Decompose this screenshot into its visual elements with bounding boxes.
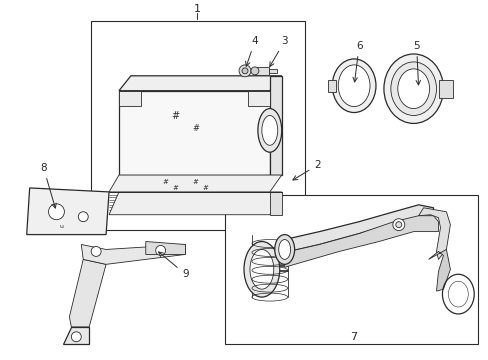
Circle shape [78,212,88,222]
Polygon shape [427,249,449,291]
Bar [91,21,304,230]
Circle shape [91,247,101,256]
Bar [268,69,276,73]
Text: 3: 3 [269,36,287,67]
Circle shape [242,68,247,74]
Ellipse shape [338,65,369,107]
Text: 6: 6 [352,41,362,82]
Text: #: # [172,185,178,191]
Text: 9: 9 [158,252,188,279]
Circle shape [392,219,404,231]
Text: 4: 4 [245,36,258,66]
Polygon shape [247,91,269,105]
Text: #: # [171,111,179,121]
Polygon shape [284,205,433,252]
Text: 2: 2 [292,160,320,180]
Bar [254,67,268,75]
Text: #: # [202,185,208,191]
Circle shape [48,204,64,220]
Text: #: # [191,124,199,133]
Ellipse shape [257,109,281,152]
Ellipse shape [274,235,294,264]
Ellipse shape [390,62,436,116]
Circle shape [239,65,250,77]
Circle shape [155,246,165,255]
Ellipse shape [250,67,258,75]
Polygon shape [81,244,185,264]
Ellipse shape [262,116,277,145]
Text: #: # [192,179,198,185]
Circle shape [71,332,81,342]
Polygon shape [119,91,269,175]
Polygon shape [269,192,281,215]
Polygon shape [63,327,89,344]
Polygon shape [119,76,281,91]
Polygon shape [109,192,281,215]
Polygon shape [418,208,449,260]
Polygon shape [119,91,141,105]
Polygon shape [145,242,185,255]
Bar [439,80,452,98]
Text: u: u [60,224,63,229]
Ellipse shape [447,281,468,307]
Polygon shape [269,76,281,175]
Ellipse shape [332,59,375,113]
Polygon shape [27,188,109,235]
Ellipse shape [249,249,273,289]
Text: 1: 1 [193,4,201,14]
Polygon shape [284,216,438,267]
Bar [327,80,336,92]
Text: 7: 7 [350,332,357,342]
Polygon shape [69,260,106,327]
Text: 5: 5 [412,41,420,85]
Polygon shape [109,175,281,192]
Circle shape [395,222,401,228]
Bar [224,195,477,344]
Ellipse shape [278,239,290,260]
Ellipse shape [397,69,428,109]
Text: 8: 8 [40,163,56,208]
Ellipse shape [244,242,279,297]
Text: #: # [163,179,168,185]
Ellipse shape [383,54,443,123]
